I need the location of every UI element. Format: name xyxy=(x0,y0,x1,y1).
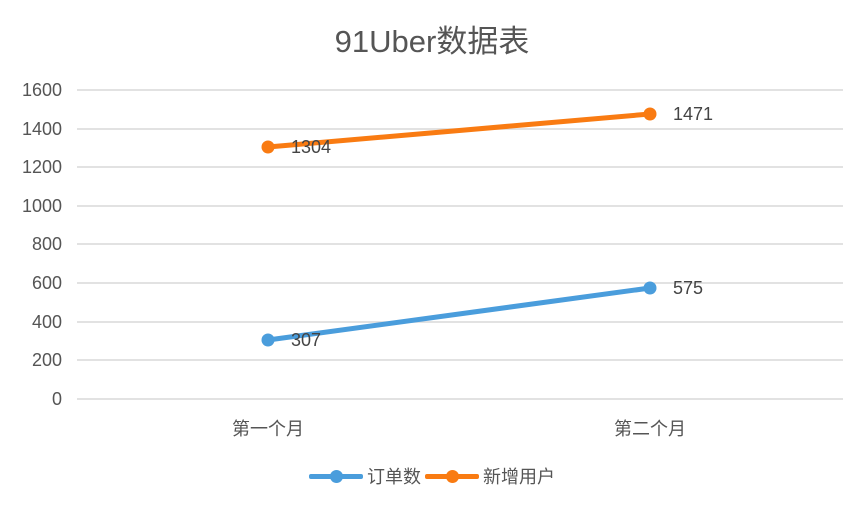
gridlines xyxy=(77,89,843,400)
legend-item-orders[interactable]: 订单数 xyxy=(309,463,421,489)
y-tick: 1600 xyxy=(21,80,62,100)
legend-item-users[interactable]: 新增用户 xyxy=(425,463,555,489)
data-label-users-1: 1304 xyxy=(291,137,332,157)
point-orders-2 xyxy=(643,281,657,295)
legend: 订单数 新增用户 xyxy=(0,463,864,489)
y-tick: 600 xyxy=(31,273,62,293)
legend-label: 新增用户 xyxy=(483,467,555,487)
series-orders xyxy=(261,281,657,347)
y-tick: 0 xyxy=(51,389,62,409)
point-orders-1 xyxy=(261,333,275,347)
point-users-2 xyxy=(643,107,657,121)
y-tick: 800 xyxy=(31,234,62,254)
y-tick: 1400 xyxy=(21,119,62,139)
chart-title: 91Uber数据表 xyxy=(334,24,530,59)
legend-label: 订单数 xyxy=(367,467,421,487)
data-label-orders-1: 307 xyxy=(291,330,322,350)
series-users xyxy=(261,107,657,154)
y-tick: 400 xyxy=(31,312,62,332)
x-tick: 第二个月 xyxy=(614,419,686,439)
y-tick: 1000 xyxy=(21,196,62,216)
point-users-1 xyxy=(261,140,275,154)
line-marker-icon xyxy=(309,469,363,483)
x-tick: 第一个月 xyxy=(232,419,304,439)
y-tick: 1200 xyxy=(21,157,62,177)
line-marker-icon xyxy=(425,469,479,483)
y-tick: 200 xyxy=(31,350,62,370)
data-label-users-2: 1471 xyxy=(673,104,714,124)
data-label-orders-2: 575 xyxy=(673,278,704,298)
